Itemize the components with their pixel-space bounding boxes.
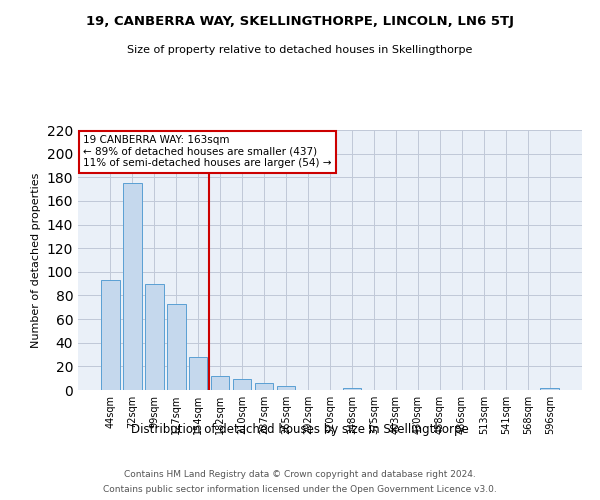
Bar [189, 357, 208, 390]
Text: Distribution of detached houses by size in Skellingthorpe: Distribution of detached houses by size … [131, 422, 469, 436]
Text: 19 CANBERRA WAY: 163sqm
← 89% of detached houses are smaller (437)
11% of semi-d: 19 CANBERRA WAY: 163sqm ← 89% of detache… [83, 135, 332, 168]
Bar [123, 183, 142, 390]
Text: Size of property relative to detached houses in Skellingthorpe: Size of property relative to detached ho… [127, 45, 473, 55]
Text: 19, CANBERRA WAY, SKELLINGTHORPE, LINCOLN, LN6 5TJ: 19, CANBERRA WAY, SKELLINGTHORPE, LINCOL… [86, 15, 514, 28]
Bar [255, 383, 274, 390]
Bar [101, 280, 119, 390]
Y-axis label: Number of detached properties: Number of detached properties [31, 172, 41, 348]
Text: Contains public sector information licensed under the Open Government Licence v3: Contains public sector information licen… [103, 485, 497, 494]
Text: Contains HM Land Registry data © Crown copyright and database right 2024.: Contains HM Land Registry data © Crown c… [124, 470, 476, 479]
Bar [211, 376, 229, 390]
Bar [145, 284, 164, 390]
Bar [343, 388, 361, 390]
Bar [167, 304, 185, 390]
Bar [277, 386, 295, 390]
Bar [233, 380, 251, 390]
Bar [541, 388, 559, 390]
